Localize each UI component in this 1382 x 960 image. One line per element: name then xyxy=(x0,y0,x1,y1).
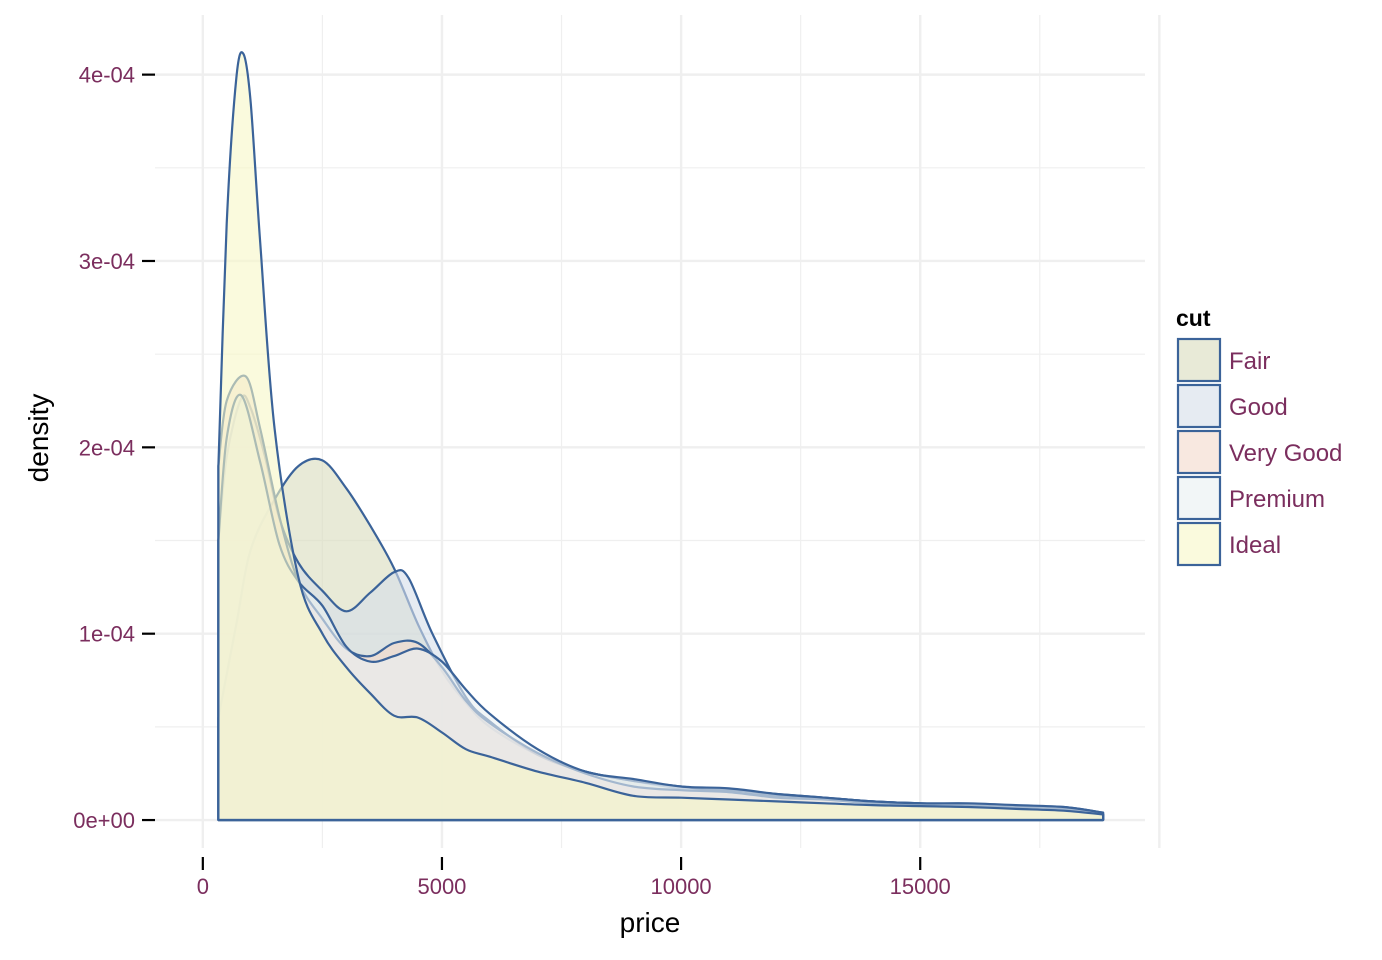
legend: cut Fair Good Very Good Premium Ideal xyxy=(1176,305,1342,567)
density-area-ideal xyxy=(217,51,1105,822)
axes: 0e+00 1e-04 2e-04 3e-04 4e-04 0 5000 10000 1500… xyxy=(23,63,951,938)
legend-key-very-good xyxy=(1176,429,1222,475)
x-tick-label: 0 xyxy=(197,874,209,899)
legend-label: Premium xyxy=(1229,486,1325,513)
legend-key-fair xyxy=(1176,337,1222,383)
y-tick-label: 0e+00 xyxy=(73,808,135,833)
y-tick-label: 1e-04 xyxy=(79,622,135,647)
y-axis-ticks: 0e+00 1e-04 2e-04 3e-04 4e-04 xyxy=(73,63,155,833)
legend-label: Ideal xyxy=(1229,532,1281,559)
legend-items: Fair Good Very Good Premium Ideal xyxy=(1176,337,1342,567)
x-tick-label: 15000 xyxy=(890,874,951,899)
legend-label: Good xyxy=(1229,394,1288,421)
x-tick-label: 10000 xyxy=(650,874,711,899)
y-axis-title: density xyxy=(23,394,54,483)
y-tick-label: 2e-04 xyxy=(79,435,135,460)
legend-title: cut xyxy=(1176,305,1211,331)
density-areas xyxy=(217,51,1105,822)
y-tick-label: 4e-04 xyxy=(79,63,135,88)
x-tick-label: 5000 xyxy=(417,874,466,899)
y-tick-label: 3e-04 xyxy=(79,249,135,274)
x-axis-ticks: 0 5000 10000 15000 xyxy=(197,857,951,899)
legend-key-premium xyxy=(1176,475,1222,521)
legend-key-ideal xyxy=(1176,521,1222,567)
legend-label: Fair xyxy=(1229,348,1270,375)
x-axis-title: price xyxy=(620,907,681,938)
legend-key-good xyxy=(1176,383,1222,429)
legend-label: Very Good xyxy=(1229,440,1342,467)
